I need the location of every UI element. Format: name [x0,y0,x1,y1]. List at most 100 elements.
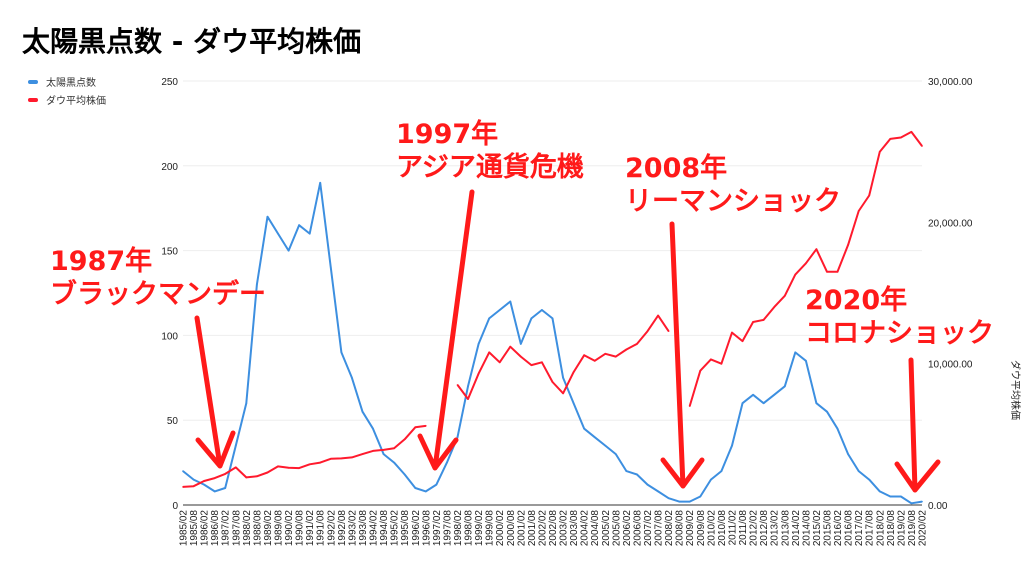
sunspot-point [266,215,269,218]
dow-point [741,340,744,342]
sunspot-point [351,377,353,379]
sunspot-point [741,402,744,405]
x-tick-label: 2015/02 [812,510,823,547]
arrow-1987 [194,315,236,469]
sunspot-point [815,402,818,405]
legend-item-sunspots[interactable]: 太陽黒点数 [28,74,96,89]
sunspot-point [224,487,227,489]
annotation-year: 2008年 [625,153,728,184]
dow-point [530,364,533,366]
sunspot-point [699,495,702,498]
dow-point [615,355,617,358]
sunspot-point [667,497,670,500]
x-tick-label: 2013/08 [780,510,791,547]
sunspot-point [308,232,311,235]
x-tick-label: 2014/08 [801,510,812,547]
dow-point [836,271,839,273]
sunspot-point [826,410,828,413]
sunspot-point [382,453,385,455]
right-tick-label: 10,000.00 [928,360,973,371]
dow-point [815,248,818,250]
sunspot-point [541,309,543,311]
sunspot-point [234,444,237,447]
x-tick-label: 2017/08 [865,510,876,547]
dow-point [857,210,860,212]
left-tick-label: 100 [161,331,178,342]
sunspot-point [625,470,628,472]
sunspot-point [921,500,923,503]
x-tick-label: 2001/02 [516,510,527,547]
legend-label: ダウ平均株価 [46,96,106,107]
x-tick-label: 1999/08 [485,510,496,547]
x-tick-label: 2006/08 [632,510,643,547]
x-tick-label: 2010/08 [717,510,728,547]
right-axis-title: ダウ平均株価 [1009,360,1022,420]
x-tick-label: 2011/02 [727,510,738,546]
x-tick-label: 2001/08 [527,510,538,547]
dow-point [351,456,353,459]
dow-point [467,398,469,400]
sunspot-point [446,461,448,464]
dow-point [868,194,871,197]
sunspot-point [256,283,258,286]
x-tick-label: 2018/02 [875,510,886,547]
annotation-event: コロナショック [805,318,994,349]
dow-point [889,138,892,140]
annotation-2020: 2020年 コロナショック [805,284,994,350]
dow-point [910,131,913,133]
sunspot-point [509,300,512,303]
x-tick-label: 1985/08 [189,510,200,547]
x-tick-label: 1987/02 [221,510,232,547]
legend-item-dow[interactable]: ダウ平均株価 [28,92,106,107]
x-tick-label: 1992/08 [337,510,348,547]
left-tick-label: 0 [172,501,178,512]
x-tick-label: 2008/02 [664,510,675,547]
x-tick-label: 2007/02 [643,510,654,547]
sunspot-point [192,478,195,481]
legend-label: 太陽黒点数 [46,78,96,89]
sunspot-point [330,266,332,269]
sunspot-point [287,249,290,252]
x-tick-label: 2009/08 [696,510,707,547]
x-tick-label: 2014/02 [791,510,802,547]
dow-point [245,476,248,479]
sunspot-point [245,402,248,405]
x-tick-label: 1986/02 [200,510,211,547]
x-tick-label: 1992/02 [326,510,337,547]
sunspot-point [530,317,533,320]
sunspot-point [857,470,860,472]
dow-point [298,467,300,469]
left-tick-label: 50 [167,416,179,427]
sunspot-point [203,483,205,486]
x-tick-label: 2007/08 [654,510,665,547]
x-tick-label: 2018/08 [886,510,897,547]
x-tick-label: 1991/02 [305,510,316,547]
dow-point [794,273,797,276]
sunspot-point [636,473,638,476]
sunspot-point [889,495,892,498]
annotation-event: ブラックマンデー [50,279,266,310]
sunspot-point [762,402,765,405]
x-tick-label: 1993/02 [347,510,358,547]
x-tick-label: 2006/02 [622,510,633,547]
dow-point [203,480,205,482]
sunspot-point [604,444,607,447]
x-tick-label: 2015/08 [822,510,833,547]
arrow-2020 [894,357,941,493]
x-tick-label: 2019/02 [896,510,907,547]
annotation-event: リーマンショック [625,186,841,217]
dow-point [287,467,290,469]
dow-point [372,450,374,452]
dow-point [308,463,311,466]
sunspot-point [467,385,469,388]
x-tick-label: 1990/08 [295,510,306,547]
left-tick-label: 250 [161,77,178,88]
x-tick-label: 2016/08 [844,510,855,547]
x-tick-label: 1995/08 [400,510,411,547]
sunspot-point [731,444,733,447]
x-tick-label: 2013/02 [770,510,781,547]
annotation-year: 1997年 [396,119,499,150]
sunspot-point [477,343,480,345]
sunspot-point [646,483,649,486]
x-tick-label: 2010/02 [706,510,717,547]
